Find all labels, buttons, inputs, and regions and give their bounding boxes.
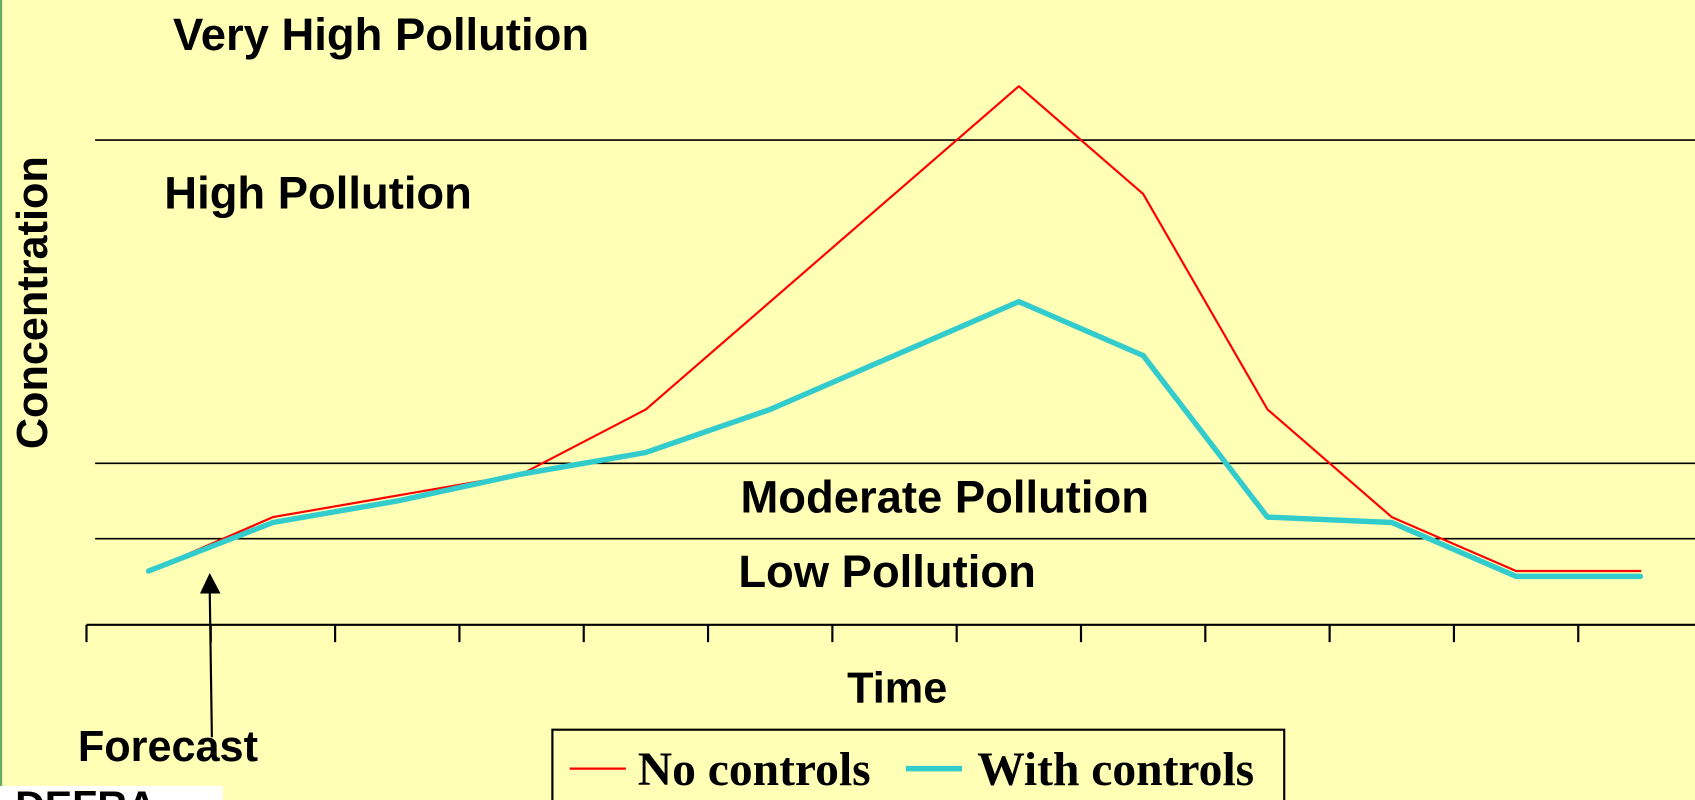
forecast-arrowhead bbox=[199, 572, 221, 594]
y-axis-label: Concentration bbox=[9, 156, 57, 449]
band-label: Very High Pollution bbox=[173, 9, 589, 60]
legend-label: No controls bbox=[638, 744, 871, 796]
forecast-label: Forecast bbox=[78, 723, 258, 771]
legend-label: With controls bbox=[977, 744, 1254, 796]
legend-box bbox=[551, 728, 1286, 800]
x-axis-label: Time bbox=[847, 665, 947, 713]
series-line bbox=[145, 298, 1644, 580]
forecast-arrow bbox=[208, 589, 213, 738]
logo-text: DEFRA bbox=[15, 782, 156, 800]
logo-box bbox=[0, 785, 223, 800]
band-label: Low Pollution bbox=[738, 546, 1036, 597]
band-label: High Pollution bbox=[164, 168, 472, 219]
legend: No controls With controls bbox=[569, 744, 1254, 796]
series-line bbox=[147, 85, 1642, 573]
band-label: Moderate Pollution bbox=[740, 471, 1149, 522]
